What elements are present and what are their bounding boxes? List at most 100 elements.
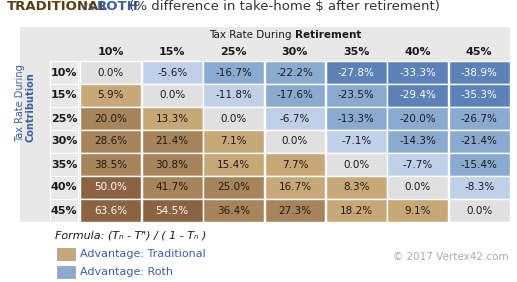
- Text: 0.0%: 0.0%: [343, 160, 370, 169]
- Text: TRADITIONAL: TRADITIONAL: [7, 1, 108, 14]
- Bar: [449, 130, 510, 153]
- Bar: [449, 107, 510, 130]
- Text: 36.4%: 36.4%: [217, 206, 250, 215]
- Bar: [265, 61, 325, 84]
- Text: Tax Rate During: Tax Rate During: [209, 30, 295, 40]
- Text: ROTH: ROTH: [97, 1, 139, 14]
- Bar: [387, 199, 448, 222]
- Text: 18.2%: 18.2%: [340, 206, 373, 215]
- Bar: [80, 153, 141, 176]
- Bar: [50, 107, 78, 130]
- Bar: [142, 199, 203, 222]
- Bar: [57, 266, 75, 278]
- Text: -22.2%: -22.2%: [277, 67, 313, 78]
- Text: 13.3%: 13.3%: [156, 113, 189, 124]
- Bar: [265, 199, 325, 222]
- Bar: [265, 84, 325, 107]
- Bar: [80, 199, 141, 222]
- Bar: [203, 176, 264, 199]
- Text: -26.7%: -26.7%: [461, 113, 498, 124]
- Text: 5.9%: 5.9%: [98, 91, 124, 100]
- Text: 16.7%: 16.7%: [279, 182, 312, 193]
- Bar: [50, 199, 78, 222]
- Text: 25%: 25%: [51, 113, 77, 124]
- Text: Advantage: Roth: Advantage: Roth: [80, 267, 173, 277]
- Text: 0.0%: 0.0%: [282, 136, 308, 147]
- Text: -29.4%: -29.4%: [400, 91, 436, 100]
- Bar: [387, 61, 448, 84]
- Bar: [449, 84, 510, 107]
- Text: Formula: (Tₙ - Tᴿ) / ( 1 - Tₙ ): Formula: (Tₙ - Tᴿ) / ( 1 - Tₙ ): [0, 281, 1, 282]
- Text: Formula: (Tₙ - Tᴿ) / ( 1 - Tₙ ): Formula: (Tₙ - Tᴿ) / ( 1 - Tₙ ): [55, 230, 206, 240]
- Text: 9.1%: 9.1%: [405, 206, 431, 215]
- Text: 25.0%: 25.0%: [217, 182, 250, 193]
- Text: (% difference in take-home $ after retirement): (% difference in take-home $ after retir…: [125, 1, 440, 14]
- Text: 41.7%: 41.7%: [156, 182, 189, 193]
- Bar: [203, 61, 264, 84]
- Bar: [326, 130, 387, 153]
- Text: -11.8%: -11.8%: [215, 91, 252, 100]
- Bar: [326, 84, 387, 107]
- Text: 63.6%: 63.6%: [94, 206, 127, 215]
- Text: Contribution: Contribution: [25, 72, 35, 142]
- Bar: [265, 130, 325, 153]
- Text: 30%: 30%: [282, 47, 308, 57]
- Bar: [142, 107, 203, 130]
- Text: 15%: 15%: [51, 91, 77, 100]
- Bar: [50, 130, 78, 153]
- Bar: [203, 107, 264, 130]
- Bar: [57, 248, 75, 260]
- Bar: [203, 84, 264, 107]
- Text: -33.3%: -33.3%: [400, 67, 436, 78]
- Bar: [326, 153, 387, 176]
- Text: 0.0%: 0.0%: [220, 113, 247, 124]
- Text: 40%: 40%: [404, 47, 431, 57]
- Bar: [80, 176, 141, 199]
- Text: 38.5%: 38.5%: [94, 160, 127, 169]
- Text: 45%: 45%: [466, 47, 493, 57]
- Text: 30.8%: 30.8%: [156, 160, 189, 169]
- Text: 35%: 35%: [51, 160, 77, 169]
- Text: -6.7%: -6.7%: [280, 113, 310, 124]
- Text: -8.3%: -8.3%: [464, 182, 494, 193]
- Text: -21.4%: -21.4%: [461, 136, 498, 147]
- Text: 0.0%: 0.0%: [466, 206, 492, 215]
- Bar: [265, 176, 325, 199]
- Text: 15%: 15%: [159, 47, 186, 57]
- Bar: [50, 153, 78, 176]
- Text: 7.1%: 7.1%: [220, 136, 247, 147]
- Text: -7.1%: -7.1%: [341, 136, 372, 147]
- Text: 0.0%: 0.0%: [405, 182, 431, 193]
- Bar: [80, 61, 141, 84]
- Bar: [50, 84, 78, 107]
- Text: -38.9%: -38.9%: [461, 67, 498, 78]
- Bar: [80, 130, 141, 153]
- Text: -20.0%: -20.0%: [400, 113, 436, 124]
- Text: -23.5%: -23.5%: [338, 91, 375, 100]
- Text: 10%: 10%: [51, 67, 77, 78]
- Text: 54.5%: 54.5%: [156, 206, 189, 215]
- Text: vs.: vs.: [76, 1, 103, 14]
- Bar: [50, 61, 78, 84]
- Text: 50.0%: 50.0%: [94, 182, 127, 193]
- Bar: [449, 61, 510, 84]
- Bar: [80, 107, 141, 130]
- Bar: [50, 176, 78, 199]
- Bar: [142, 130, 203, 153]
- Text: Advantage: Traditional: Advantage: Traditional: [80, 249, 206, 259]
- Text: 40%: 40%: [51, 182, 78, 193]
- Text: Retirement: Retirement: [295, 30, 361, 40]
- Bar: [387, 84, 448, 107]
- Text: -27.8%: -27.8%: [338, 67, 375, 78]
- Bar: [142, 153, 203, 176]
- Bar: [142, 61, 203, 84]
- Bar: [203, 153, 264, 176]
- Bar: [449, 153, 510, 176]
- Text: -7.7%: -7.7%: [403, 160, 433, 169]
- Bar: [449, 199, 510, 222]
- Bar: [387, 130, 448, 153]
- Text: 8.3%: 8.3%: [343, 182, 370, 193]
- Text: 15.4%: 15.4%: [217, 160, 250, 169]
- Text: -15.4%: -15.4%: [461, 160, 498, 169]
- Text: -16.7%: -16.7%: [215, 67, 252, 78]
